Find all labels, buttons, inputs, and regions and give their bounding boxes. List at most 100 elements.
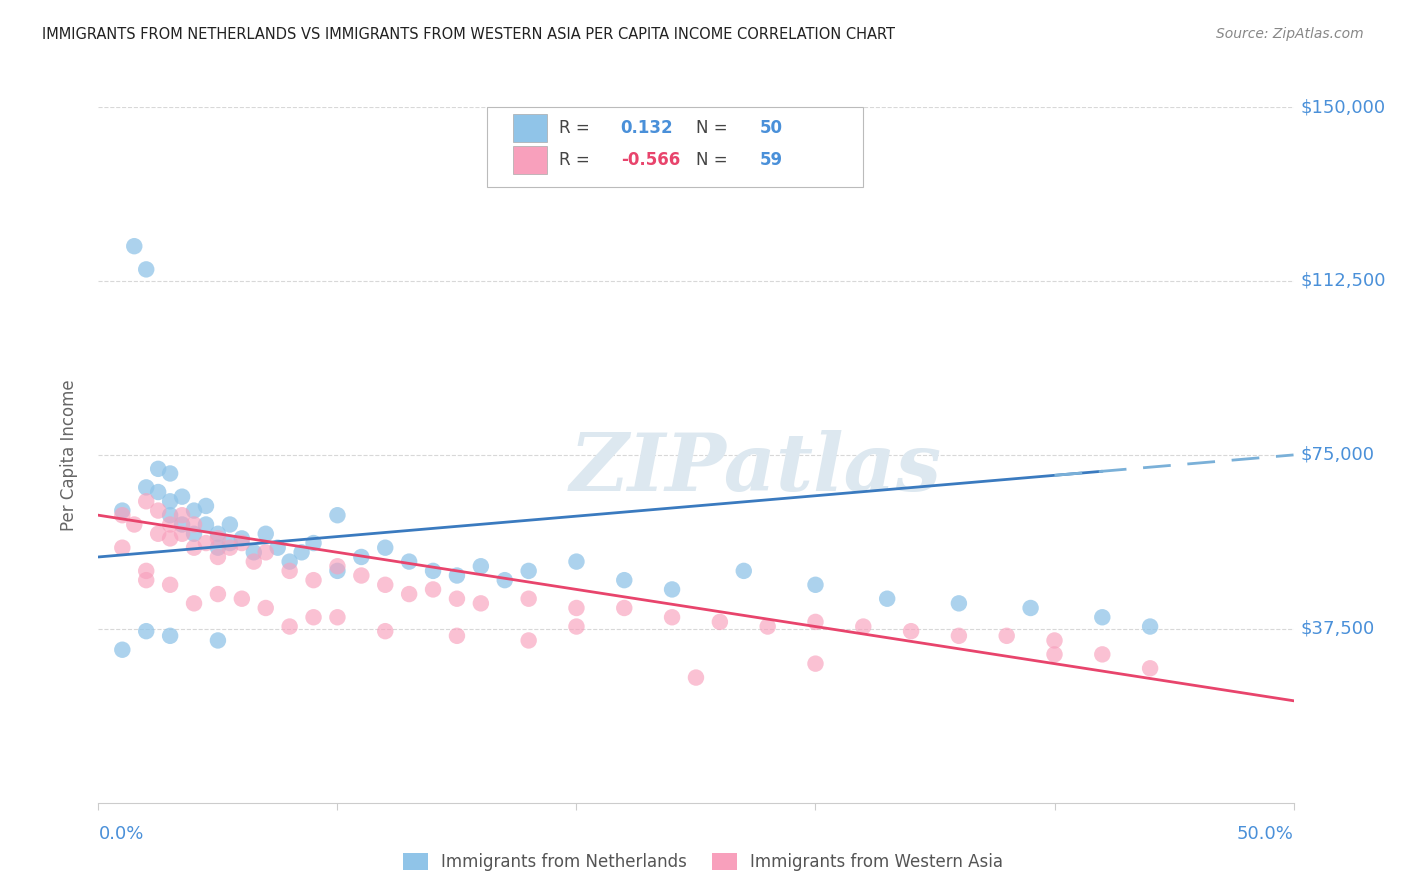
Point: [207, 549, 229, 564]
Point: [135, 494, 157, 508]
Point: [948, 596, 970, 610]
Point: [135, 262, 157, 277]
Point: [756, 619, 779, 633]
Point: [661, 610, 683, 624]
Point: [733, 564, 755, 578]
Point: [900, 624, 922, 639]
Point: [183, 526, 205, 541]
Point: [135, 564, 157, 578]
Point: [148, 503, 170, 517]
Point: [111, 642, 134, 657]
Point: [231, 536, 253, 550]
Point: [350, 568, 373, 582]
Point: [159, 532, 181, 546]
Point: [565, 555, 588, 569]
Point: [207, 587, 229, 601]
Text: Source: ZipAtlas.com: Source: ZipAtlas.com: [1216, 27, 1364, 41]
Point: [422, 582, 444, 597]
Text: R =: R =: [558, 120, 595, 137]
Point: [148, 526, 170, 541]
Point: [254, 526, 277, 541]
Point: [243, 545, 266, 559]
Point: [183, 596, 205, 610]
Text: IMMIGRANTS FROM NETHERLANDS VS IMMIGRANTS FROM WESTERN ASIA PER CAPITA INCOME CO: IMMIGRANTS FROM NETHERLANDS VS IMMIGRANT…: [42, 27, 896, 42]
Point: [231, 532, 253, 546]
Point: [1139, 661, 1161, 675]
Point: [194, 536, 217, 550]
Point: [219, 517, 242, 532]
Point: [172, 517, 194, 532]
Point: [804, 578, 827, 592]
Point: [446, 629, 468, 643]
Point: [148, 485, 170, 500]
Text: 50: 50: [759, 120, 782, 137]
Point: [135, 624, 157, 639]
Text: -0.566: -0.566: [620, 151, 681, 169]
Point: [398, 555, 420, 569]
Point: [326, 610, 349, 624]
Point: [194, 499, 217, 513]
Point: [278, 619, 301, 633]
Point: [398, 587, 420, 601]
Point: [159, 578, 181, 592]
Point: [876, 591, 898, 606]
Point: [207, 526, 229, 541]
Point: [172, 490, 194, 504]
Point: [254, 545, 277, 559]
Point: [207, 532, 229, 546]
Point: [613, 573, 636, 587]
Point: [194, 517, 217, 532]
Point: [207, 633, 229, 648]
Legend: Immigrants from Netherlands, Immigrants from Western Asia: Immigrants from Netherlands, Immigrants …: [395, 845, 1011, 880]
Point: [183, 517, 205, 532]
Point: [278, 555, 301, 569]
Point: [135, 573, 157, 587]
Point: [1091, 610, 1114, 624]
Point: [231, 591, 253, 606]
Text: N =: N =: [696, 151, 733, 169]
Point: [172, 508, 194, 523]
Point: [374, 624, 396, 639]
Point: [494, 573, 516, 587]
Point: [159, 467, 181, 481]
Point: [159, 517, 181, 532]
Point: [243, 555, 266, 569]
Point: [517, 591, 540, 606]
Point: [124, 517, 146, 532]
Point: [517, 633, 540, 648]
Point: [565, 619, 588, 633]
Point: [326, 508, 349, 523]
Point: [207, 541, 229, 555]
Point: [124, 239, 146, 253]
FancyBboxPatch shape: [513, 114, 547, 142]
Point: [111, 541, 134, 555]
Point: [183, 541, 205, 555]
Point: [254, 601, 277, 615]
Text: 0.132: 0.132: [620, 120, 673, 137]
Point: [995, 629, 1018, 643]
Point: [278, 564, 301, 578]
Point: [159, 508, 181, 523]
Point: [852, 619, 875, 633]
Text: 50.0%: 50.0%: [1237, 825, 1294, 843]
Point: [302, 536, 325, 550]
Point: [422, 564, 444, 578]
Point: [326, 564, 349, 578]
Point: [470, 559, 492, 574]
Point: [709, 615, 731, 629]
Point: [374, 578, 396, 592]
Point: [1091, 648, 1114, 662]
Text: N =: N =: [696, 120, 733, 137]
Text: R =: R =: [558, 151, 595, 169]
Point: [219, 536, 242, 550]
Point: [470, 596, 492, 610]
Text: $112,500: $112,500: [1301, 272, 1386, 290]
Point: [172, 526, 194, 541]
Point: [661, 582, 683, 597]
Point: [111, 503, 134, 517]
Point: [290, 545, 312, 559]
Text: ZIPatlas: ZIPatlas: [569, 430, 942, 508]
Point: [326, 559, 349, 574]
Point: [446, 568, 468, 582]
Point: [1043, 648, 1066, 662]
